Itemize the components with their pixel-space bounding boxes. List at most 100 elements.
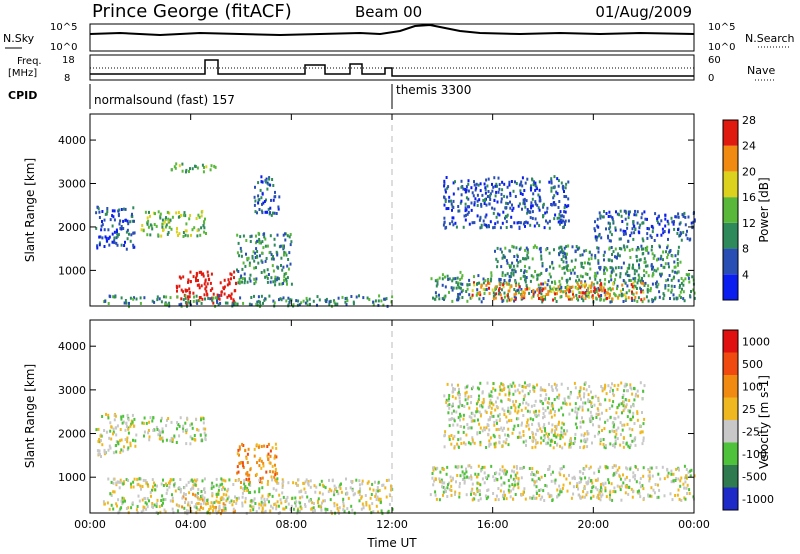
scatter-cell <box>582 401 584 405</box>
scatter-cell <box>609 266 612 270</box>
scatter-cell <box>96 246 99 250</box>
scatter-cell <box>487 405 490 409</box>
scatter-cell <box>498 441 501 445</box>
scatter-cell <box>575 293 578 297</box>
scatter-cell <box>583 495 586 499</box>
scatter-cell <box>505 472 508 476</box>
scatter-cell <box>564 255 567 259</box>
scatter-cell <box>239 461 242 465</box>
scatter-cell <box>552 266 555 270</box>
scatter-cell <box>285 505 288 509</box>
scatter-cell <box>256 239 259 243</box>
scatter-cell <box>244 496 247 500</box>
scatter-cell <box>253 454 256 458</box>
scatter-cell <box>176 427 178 431</box>
scatter-cell <box>610 299 613 303</box>
scatter-cell <box>229 294 232 298</box>
scatter-cell <box>202 274 205 278</box>
nave-label: Nave <box>747 64 775 77</box>
scatter-cell <box>167 417 170 420</box>
scatter-cell <box>680 499 683 502</box>
scatter-cell <box>635 287 638 290</box>
scatter-cell <box>483 292 486 295</box>
scatter-cell <box>543 436 546 440</box>
scatter-cell <box>592 494 595 498</box>
scatter-cell <box>491 395 494 398</box>
scatter-cell <box>282 480 285 484</box>
scatter-cell <box>553 382 556 386</box>
scatter-cell <box>263 497 266 501</box>
scatter-cell <box>659 272 661 276</box>
scatter-cell <box>649 234 652 238</box>
scatter-cell <box>306 303 309 307</box>
scatter-cell <box>616 256 618 260</box>
scatter-cell <box>233 500 235 504</box>
colorbar-swatch <box>723 397 738 420</box>
scatter-cell <box>509 398 512 402</box>
nave-bottom-tick: 0 <box>708 73 714 84</box>
scatter-cell <box>241 267 244 271</box>
scatter-cell <box>632 490 634 494</box>
scatter-cell <box>196 283 199 287</box>
scatter-cell <box>603 268 606 272</box>
scatter-cell <box>445 176 448 179</box>
scatter-cell <box>629 234 632 238</box>
x-tick-label: 12:00 <box>376 518 408 531</box>
scatter-cell <box>613 423 615 427</box>
scatter-cell <box>537 477 540 481</box>
scatter-cell <box>560 218 563 222</box>
cpid-label: CPID <box>8 89 37 102</box>
scatter-cell <box>188 491 191 495</box>
scatter-cell <box>540 296 543 300</box>
scatter-cell <box>626 467 629 471</box>
scatter-cell <box>456 442 459 446</box>
scatter-cell <box>358 479 361 483</box>
scatter-cell <box>606 291 609 295</box>
scatter-cell <box>140 228 143 232</box>
scatter-cell <box>292 303 295 307</box>
scatter-cell <box>621 293 624 297</box>
scatter-cell <box>547 292 550 296</box>
scatter-cell <box>113 241 116 245</box>
scatter-cell <box>176 421 179 425</box>
scatter-cell <box>485 287 488 291</box>
scatter-cell <box>534 244 537 248</box>
scatter-cell <box>667 288 670 292</box>
scatter-cell <box>124 299 127 302</box>
scatter-cell <box>574 432 577 436</box>
scatter-cell <box>144 501 147 505</box>
scatter-cell <box>521 467 524 470</box>
scatter-cell <box>552 201 555 205</box>
scatter-cell <box>302 481 305 485</box>
scatter-cell <box>160 430 163 434</box>
scatter-cell <box>500 265 503 269</box>
scatter-cell <box>544 297 547 301</box>
scatter-cell <box>523 257 526 261</box>
scatter-cell <box>260 271 263 274</box>
scatter-cell <box>613 430 616 433</box>
scatter-cell <box>542 214 545 218</box>
scatter-cell <box>622 445 625 449</box>
scatter-cell <box>542 439 545 443</box>
scatter-cell <box>563 442 566 446</box>
scatter-cell <box>377 303 380 307</box>
scatter-cell <box>155 224 158 228</box>
scatter-cell <box>532 473 535 477</box>
scatter-cell <box>489 220 492 224</box>
scatter-cell <box>101 220 103 223</box>
scatter-cell <box>226 301 229 305</box>
scatter-cell <box>633 298 636 302</box>
scatter-cell <box>490 406 493 410</box>
scatter-cell <box>612 393 615 397</box>
scatter-cell <box>522 430 525 434</box>
scatter-cell <box>573 440 576 444</box>
scatter-cell <box>209 168 212 172</box>
scatter-cell <box>475 182 478 186</box>
scatter-cell <box>250 499 253 503</box>
scatter-cell <box>226 295 229 299</box>
scatter-cell <box>628 248 631 252</box>
scatter-cell <box>501 444 504 448</box>
scatter-cell <box>594 254 597 258</box>
scatter-cell <box>506 272 509 276</box>
scatter-cell <box>131 420 134 424</box>
